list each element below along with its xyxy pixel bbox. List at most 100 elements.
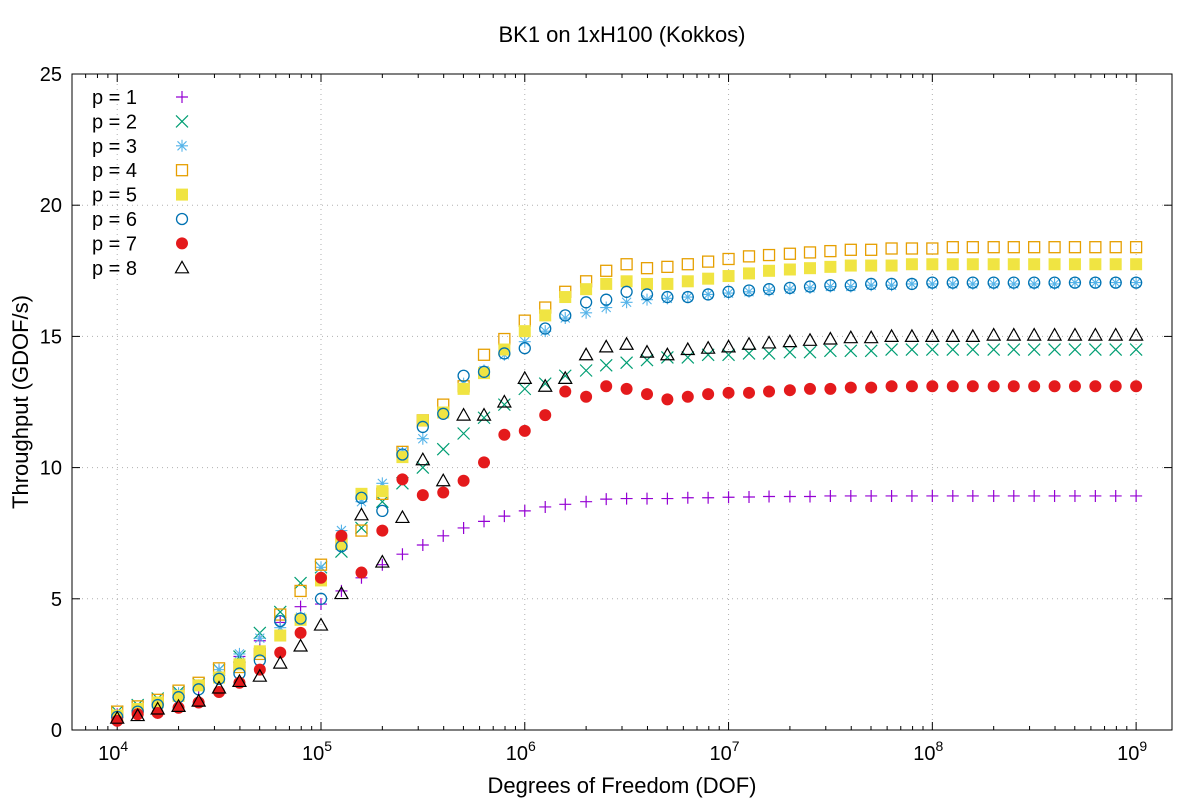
data-point [131,708,144,721]
data-point [803,345,817,359]
data-point [580,306,593,319]
data-point [865,381,878,394]
data-point [803,262,816,275]
legend-label: p = 7 [92,233,137,255]
data-point [824,279,837,292]
data-point [619,336,635,350]
data-point [722,287,735,300]
data-point [518,335,531,348]
data-point [803,382,816,395]
y-tick-label: 25 [40,64,62,86]
data-point [599,358,613,372]
data-point [966,380,979,393]
data-point [376,485,389,498]
data-point [355,566,368,579]
data-point [518,424,531,437]
data-point [702,388,715,401]
data-point [579,364,593,377]
y-tick-label: 5 [51,589,62,611]
data-point [600,380,613,393]
data-point [1028,241,1041,254]
data-point [457,369,470,382]
data-point [761,335,777,349]
y-tick-label: 10 [40,458,62,480]
data-point [1028,277,1041,290]
data-point [376,558,389,571]
data-point [824,244,837,258]
data-point [1068,276,1082,289]
data-point [477,411,491,425]
data-point [314,558,328,571]
y-tick-labels: 0 5 10 15 20 25 [40,64,62,742]
data-point [783,490,796,503]
data-point [355,491,368,504]
data-point [966,277,979,290]
data-point [659,347,675,361]
data-point [865,243,878,256]
x-tick-label: 108 [913,738,943,765]
data-point [987,276,1000,289]
data-point [722,491,735,504]
data-point [843,329,859,344]
data-point [620,258,633,271]
legend-label: p = 8 [92,258,137,280]
data-point [743,285,756,298]
data-point [783,345,797,359]
data-point [498,332,511,346]
data-point [192,679,205,692]
data-point [1130,380,1143,393]
data-point [457,521,470,534]
data-point [987,343,1001,356]
data-point [355,521,368,535]
data-point [355,487,368,500]
data-point [1007,258,1020,271]
data-point [844,279,857,292]
data-point [905,489,918,502]
data-point [620,492,633,505]
data-point [763,490,776,503]
data-point [376,524,389,537]
data-point [1048,241,1061,254]
data-point [314,561,327,574]
data-point [1048,343,1062,356]
data-point [1007,277,1020,290]
data-point [1028,276,1041,289]
data-point [884,328,900,342]
data-point [987,277,1000,290]
data-point [702,288,715,301]
data-point [905,277,918,290]
data-point [904,328,920,342]
data-point [1048,277,1061,290]
data-point [702,491,715,504]
plot-frame [71,73,1173,731]
data-point [763,284,776,297]
x-tick-labels: 104 105 106 107 108 109 [98,738,1147,765]
data-point [620,275,633,288]
data-point [661,492,674,505]
data-point [435,473,451,487]
data-point [539,325,552,338]
data-point [783,247,797,260]
data-point [274,621,287,634]
data-point [1027,343,1041,356]
data-point [844,381,857,394]
data-point [966,343,980,356]
data-point [396,473,409,486]
data-point [1028,380,1041,393]
data-point [233,647,246,660]
data-point [620,285,633,298]
data-point [966,276,979,289]
data-point [294,626,307,639]
data-point [274,646,287,659]
data-point [865,277,878,291]
data-point [416,461,430,475]
data-point [925,343,939,356]
chart-title: BK1 on 1xH100 (Kokkos) [498,22,745,47]
data-point [557,370,573,384]
data-point [191,693,207,707]
data-point [762,347,776,360]
data-point [1089,258,1102,271]
data-point [478,515,491,528]
data-point [478,456,491,469]
data-point [661,292,674,305]
